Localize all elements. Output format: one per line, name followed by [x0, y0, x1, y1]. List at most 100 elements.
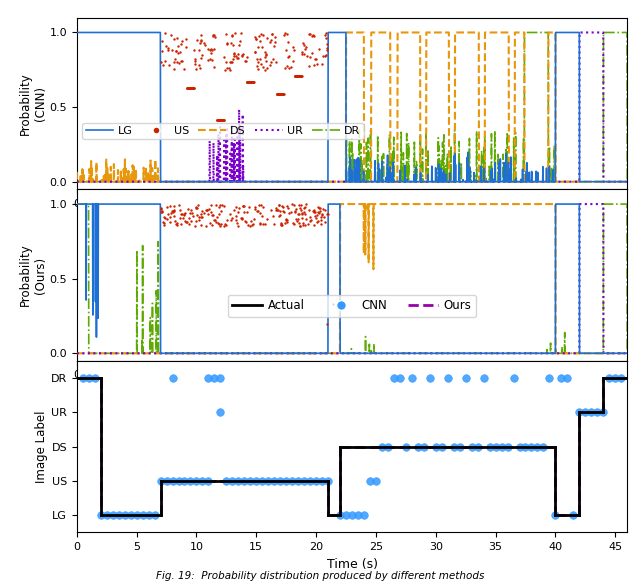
Point: [313, 208, 323, 217]
Point: [301, 215, 311, 224]
Point: [322, 45, 332, 54]
Point: [188, 84, 198, 93]
Point: [308, 221, 319, 230]
Point: [274, 90, 284, 99]
Point: [212, 115, 222, 125]
Point: [197, 50, 207, 59]
Point: [243, 78, 253, 87]
Point: [182, 218, 192, 227]
Point: [298, 38, 308, 47]
Point: [227, 57, 237, 67]
Point: [274, 200, 284, 209]
Point: [229, 52, 239, 61]
Point: [227, 30, 237, 40]
Point: [171, 47, 181, 56]
Point: [196, 206, 207, 215]
Point: [292, 215, 303, 224]
Point: [185, 84, 195, 93]
Point: [311, 55, 321, 64]
Point: [250, 47, 260, 57]
Point: [205, 45, 215, 54]
Point: [275, 90, 285, 99]
Point: [170, 57, 180, 67]
Point: [246, 78, 257, 87]
Point: [219, 52, 229, 61]
Point: [291, 71, 301, 81]
Point: [278, 206, 289, 215]
Point: [217, 115, 227, 125]
Point: [293, 71, 303, 81]
Point: [395, 373, 405, 383]
Point: [260, 65, 270, 74]
Point: [278, 90, 289, 99]
Point: [314, 204, 324, 213]
Point: [252, 61, 262, 70]
Point: [550, 511, 561, 520]
Point: [186, 84, 196, 93]
Point: [353, 511, 363, 520]
Point: [206, 201, 216, 210]
Point: [180, 208, 190, 218]
Point: [215, 373, 225, 383]
Point: [191, 203, 202, 212]
Point: [190, 222, 200, 231]
Point: [544, 373, 554, 383]
Point: [328, 300, 339, 309]
Point: [232, 202, 242, 211]
Point: [173, 476, 184, 486]
Point: [300, 208, 310, 217]
Point: [246, 78, 256, 87]
Point: [266, 205, 276, 215]
Point: [271, 203, 281, 212]
Point: [207, 55, 217, 64]
Point: [234, 207, 244, 216]
Point: [233, 221, 243, 230]
Point: [406, 373, 417, 383]
Point: [184, 214, 194, 223]
Point: [276, 90, 286, 99]
Point: [168, 373, 178, 383]
Point: [283, 37, 293, 47]
Point: [232, 53, 243, 63]
Point: [273, 90, 284, 99]
Point: [227, 214, 237, 223]
Point: [214, 115, 225, 125]
Point: [217, 115, 227, 125]
Point: [278, 90, 288, 99]
Point: [284, 204, 294, 213]
Point: [213, 115, 223, 125]
Point: [222, 39, 232, 48]
Point: [220, 219, 230, 229]
Point: [299, 203, 309, 212]
Point: [181, 35, 191, 44]
Point: [383, 442, 393, 451]
Point: [294, 71, 305, 81]
Point: [159, 218, 169, 228]
Point: [176, 219, 186, 228]
Point: [230, 215, 241, 224]
Point: [204, 204, 214, 214]
Point: [177, 209, 188, 219]
Point: [239, 476, 250, 486]
Point: [266, 35, 276, 44]
Point: [308, 207, 319, 216]
Point: [295, 71, 305, 81]
Point: [289, 71, 300, 81]
Point: [219, 202, 229, 211]
Point: [294, 201, 305, 210]
Point: [207, 210, 217, 219]
Point: [167, 46, 177, 55]
Point: [233, 49, 243, 58]
Point: [260, 47, 271, 57]
Point: [248, 78, 259, 87]
Point: [273, 90, 284, 99]
Point: [245, 476, 255, 486]
Point: [231, 51, 241, 61]
Point: [194, 215, 204, 225]
Point: [113, 511, 124, 520]
Point: [281, 476, 291, 486]
Point: [275, 220, 285, 229]
Point: [184, 84, 195, 93]
Y-axis label: Probability
(CNN): Probability (CNN): [19, 72, 47, 135]
Point: [217, 201, 227, 210]
